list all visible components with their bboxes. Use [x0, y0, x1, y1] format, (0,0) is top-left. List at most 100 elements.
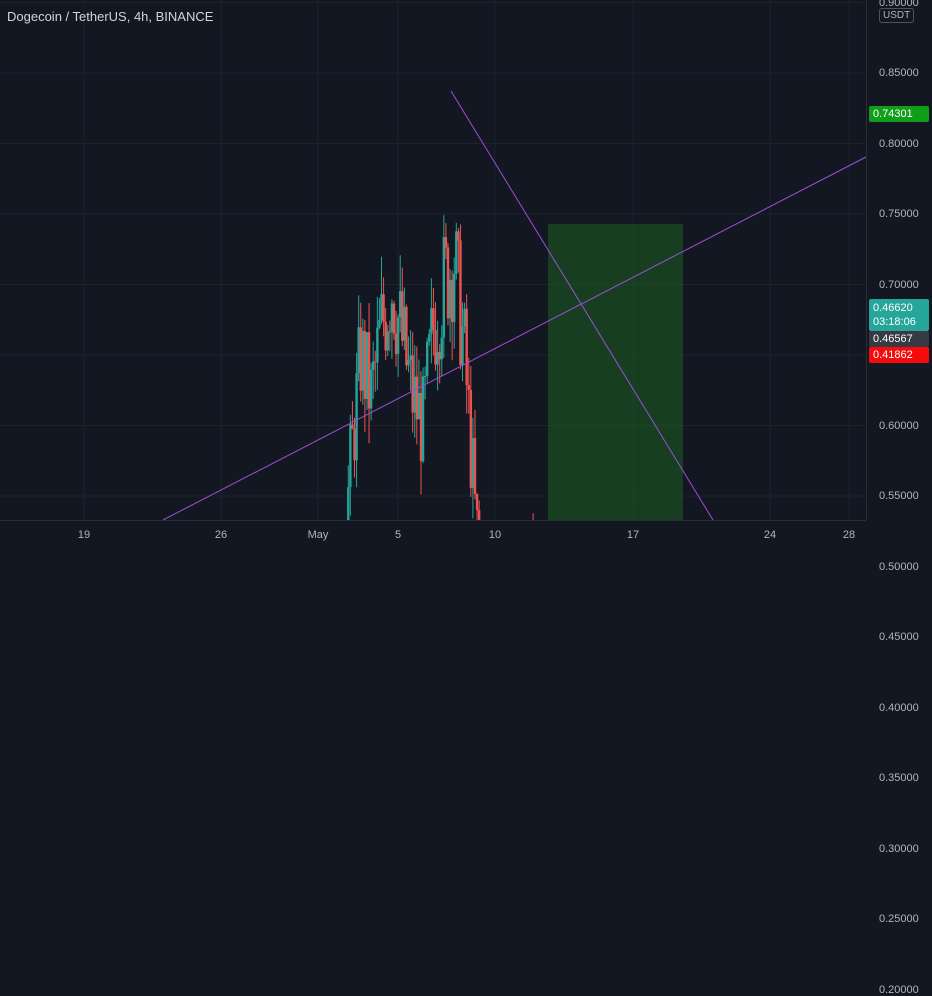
candle-body — [434, 330, 437, 365]
candle-body — [448, 279, 452, 319]
candle-body — [459, 240, 462, 366]
candle-body — [450, 279, 454, 323]
candle-body — [372, 361, 375, 370]
candle-body — [374, 361, 377, 363]
candle-body — [351, 424, 354, 429]
candle-body — [407, 360, 410, 366]
candle-countdown: 03:18:06 — [873, 316, 916, 328]
time-tick-label: 19 — [77, 529, 91, 541]
candle-body — [380, 294, 383, 321]
candle-body — [455, 231, 458, 274]
candle-body — [417, 393, 421, 420]
candle-body — [430, 308, 433, 334]
candle-body — [361, 331, 365, 391]
candle-body — [423, 376, 427, 378]
time-tick-label: 5 — [394, 529, 402, 541]
candle-body — [378, 320, 381, 328]
candle-body — [390, 303, 394, 333]
candle-body — [428, 333, 431, 342]
price-tick-label: 0.40000 — [879, 701, 919, 714]
candle-body — [444, 236, 448, 248]
candle-body — [432, 308, 435, 331]
candle-body — [365, 332, 369, 399]
candle-body — [359, 327, 362, 391]
current-price-tag: 0.46620 03:18:06 — [869, 299, 929, 331]
price-tick-label: 0.85000 — [879, 67, 919, 79]
candle-body — [463, 308, 466, 327]
ascending-trendline — [162, 156, 866, 520]
price-tick-label: 0.45000 — [879, 631, 919, 643]
candle-body — [386, 331, 389, 351]
candle-body — [440, 337, 443, 360]
price-tick-label: 0.75000 — [879, 208, 919, 220]
time-axis[interactable]: 19 26 May 5 10 17 24 28 — [0, 520, 866, 550]
candle-body — [438, 352, 441, 360]
candle-body — [355, 373, 358, 461]
candle-body — [469, 390, 473, 488]
candle-body — [421, 376, 425, 462]
candle-body — [401, 291, 404, 341]
candle-body — [461, 326, 464, 366]
price-axis[interactable]: 0.900000.850000.800000.750000.700000.650… — [866, 0, 932, 996]
candlestick-chart[interactable] — [0, 0, 866, 520]
candle-body — [419, 393, 423, 462]
price-tick-label: 0.55000 — [879, 490, 919, 502]
time-tick-label: 24 — [763, 529, 777, 541]
candle-body — [473, 438, 477, 494]
time-tick-label: 17 — [626, 529, 640, 541]
candle-body — [392, 303, 396, 334]
candle-body — [394, 333, 398, 354]
symbol-title: Dogecoin / TetherUS, 4h, BINANCE — [7, 9, 214, 24]
target-price-tag: 0.74301 — [869, 106, 929, 122]
candle-body — [384, 321, 387, 351]
candle-body — [369, 369, 373, 409]
candle-body — [467, 384, 470, 391]
price-tick-label: 0.30000 — [879, 842, 919, 855]
candle-body — [388, 331, 392, 333]
chart-area[interactable]: Dogecoin / TetherUS, 4h, BINANCE — [0, 0, 866, 520]
candle-body — [426, 341, 429, 377]
candle-body — [415, 376, 419, 420]
profit-zone — [548, 223, 683, 520]
time-tick-label: 26 — [214, 529, 228, 541]
candle-body — [442, 236, 446, 338]
candle-body — [363, 331, 367, 399]
candle-body — [347, 487, 350, 520]
candle-body — [471, 438, 475, 488]
candle-body — [436, 352, 439, 365]
time-tick-label: May — [307, 529, 329, 541]
candle-body — [411, 355, 414, 413]
price-tick-label: 0.35000 — [879, 772, 919, 784]
candle-body — [465, 308, 468, 385]
candle-body — [349, 424, 352, 488]
candle-body — [357, 327, 360, 374]
price-tick-label: 0.25000 — [879, 913, 919, 925]
candle-body — [477, 510, 481, 520]
candle-body — [403, 306, 406, 341]
candle-body — [446, 247, 450, 319]
price-tick-label: 0.80000 — [879, 137, 919, 150]
candle-body — [382, 294, 385, 322]
price-tick-label: 0.90000 — [879, 0, 919, 9]
candle-body — [409, 355, 412, 361]
price-tick-label: 0.50000 — [879, 560, 919, 573]
candle-body — [413, 376, 416, 413]
level-price-tag: 0.46567 — [869, 331, 929, 347]
price-tick-label: 0.20000 — [879, 983, 919, 996]
candle-body — [453, 273, 456, 323]
descending-trendline — [450, 90, 714, 520]
stop-price-tag: 0.41862 — [869, 347, 929, 363]
candle-body — [399, 291, 402, 318]
time-tick-label: 28 — [842, 529, 856, 541]
candle-body — [405, 306, 408, 366]
candle-body — [376, 327, 379, 363]
candle-body — [457, 231, 460, 241]
candle-body — [353, 428, 356, 461]
candle-body — [396, 317, 400, 354]
time-tick-label: 10 — [488, 529, 502, 541]
candle-body — [475, 493, 479, 511]
price-tick-label: 0.60000 — [879, 419, 919, 432]
unit-badge[interactable]: USDT — [879, 8, 915, 23]
candle-body — [367, 332, 371, 409]
current-price-value: 0.46620 — [873, 302, 913, 314]
